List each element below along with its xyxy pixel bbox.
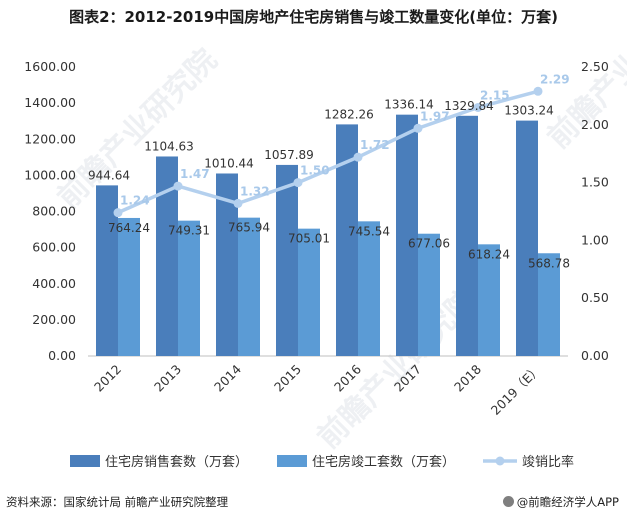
bar-completed: [538, 253, 560, 356]
brand-credit: @前瞻经济学人APP: [502, 494, 619, 510]
ratio-point: [413, 123, 423, 133]
bar-completed: [358, 221, 380, 356]
legend-label-completed: 住宅房竣工套数（万套）: [312, 454, 455, 470]
data-label-ratio: 1.47: [180, 167, 210, 181]
data-label-completed: 705.01: [288, 232, 330, 246]
bar-sales: [156, 156, 178, 356]
legend-swatch-sales: [70, 455, 100, 467]
bar-completed: [118, 217, 140, 356]
bar-completed: [478, 244, 500, 356]
x-tick-label: 2018: [451, 361, 484, 394]
y-left-tick-label: 0.00: [48, 348, 76, 363]
y-left-tick-label: 1000.00: [24, 167, 76, 182]
ratio-point: [293, 178, 303, 188]
ratio-point: [233, 198, 243, 208]
x-tick-label: 2013: [151, 362, 184, 395]
ratio-line: [117, 89, 539, 215]
x-tick-label: 2012: [91, 362, 124, 395]
ratio-point: [173, 181, 183, 191]
bar-sales: [396, 114, 418, 356]
legend: 住宅房销售套数（万套） 住宅房竣工套数（万套） 竣销比率: [70, 454, 574, 470]
y-right-tick-label: 2.00: [581, 117, 609, 132]
x-tick-label: 2015: [271, 362, 304, 395]
ratio-point: [533, 86, 543, 96]
bar-sales: [276, 164, 298, 356]
y-left-tick-label: 200.00: [32, 312, 76, 327]
ratio-point: [353, 152, 363, 162]
y-right-tick-label: 0.00: [581, 348, 609, 363]
data-label-completed: 568.78: [528, 256, 570, 270]
bar-completed: [298, 228, 320, 356]
legend-swatch-ratio-marker: [495, 456, 505, 466]
data-label-ratio: 1.50: [300, 164, 330, 178]
source-note: 资料来源：国家统计局 前瞻产业研究院整理: [6, 495, 229, 509]
legend-label-ratio: 竣销比率: [522, 454, 574, 470]
data-label-sales: 1329.84: [444, 99, 494, 113]
bar-sales: [216, 173, 238, 356]
ratio-point: [113, 208, 123, 218]
data-label-completed: 764.24: [108, 221, 150, 235]
data-label-sales: 1010.44: [204, 156, 254, 170]
data-label-sales: 1057.89: [264, 148, 314, 162]
data-label-sales: 1282.26: [324, 107, 374, 121]
bar-sales: [516, 120, 538, 357]
data-label-completed: 618.24: [468, 247, 510, 261]
data-label-ratio: 2.15: [480, 88, 510, 102]
data-label-sales: 1303.24: [504, 104, 554, 118]
y-right-tick-label: 1.50: [581, 175, 609, 190]
brand-logo-icon: [502, 496, 514, 507]
data-labels: 944.64 764.24 1104.63 749.31 1010.44 765.94 10…: [88, 72, 570, 270]
bar-sales: [96, 185, 118, 356]
data-label-sales: 1104.63: [144, 139, 194, 153]
y-left-tick-label: 600.00: [32, 240, 76, 255]
data-label-completed: 745.54: [348, 224, 390, 238]
data-label-ratio: 1.72: [360, 138, 390, 152]
y-right-tick-label: 1.00: [581, 232, 609, 247]
data-label-ratio: 1.32: [240, 184, 270, 198]
y-left-tick-label: 1200.00: [24, 131, 76, 146]
data-label-ratio: 2.29: [540, 72, 570, 86]
bar-sales: [456, 115, 478, 356]
data-label-sales: 1336.14: [384, 98, 434, 112]
bar-completed: [178, 220, 200, 356]
ratio-line-group: [113, 86, 543, 218]
data-label-completed: 749.31: [168, 224, 210, 238]
x-tick-label: 2019（E）: [488, 362, 544, 418]
y-left-tick-label: 1600.00: [24, 59, 76, 74]
y-right-tick-label: 0.50: [581, 290, 609, 305]
bars: [96, 114, 560, 357]
y-left-tick-label: 800.00: [32, 204, 76, 219]
y-left-tick-label: 400.00: [32, 276, 76, 291]
x-tick-label: 2014: [211, 361, 244, 394]
bar-sales: [336, 124, 358, 356]
data-label-ratio: 1.97: [420, 109, 450, 123]
ratio-point: [473, 102, 483, 112]
bar-completed: [418, 233, 440, 356]
brand-text: @前瞻经济学人APP: [516, 495, 619, 509]
y-left-tick-label: 1400.00: [24, 95, 76, 110]
watermark-text: 前瞻产业研究院: [51, 42, 224, 215]
data-label-sales: 944.64: [88, 168, 130, 182]
bar-completed: [238, 217, 260, 356]
chart-title: 图表2：2012-2019中国房地产住宅房销售与竣工数量变化(单位：万套): [69, 8, 558, 26]
legend-label-sales: 住宅房销售套数（万套）: [105, 454, 248, 470]
legend-swatch-completed: [277, 455, 307, 467]
data-label-completed: 677.06: [408, 237, 450, 251]
data-label-completed: 765.94: [228, 221, 270, 235]
y-right-tick-label: 2.50: [581, 59, 609, 74]
data-label-ratio: 1.24: [120, 194, 150, 208]
